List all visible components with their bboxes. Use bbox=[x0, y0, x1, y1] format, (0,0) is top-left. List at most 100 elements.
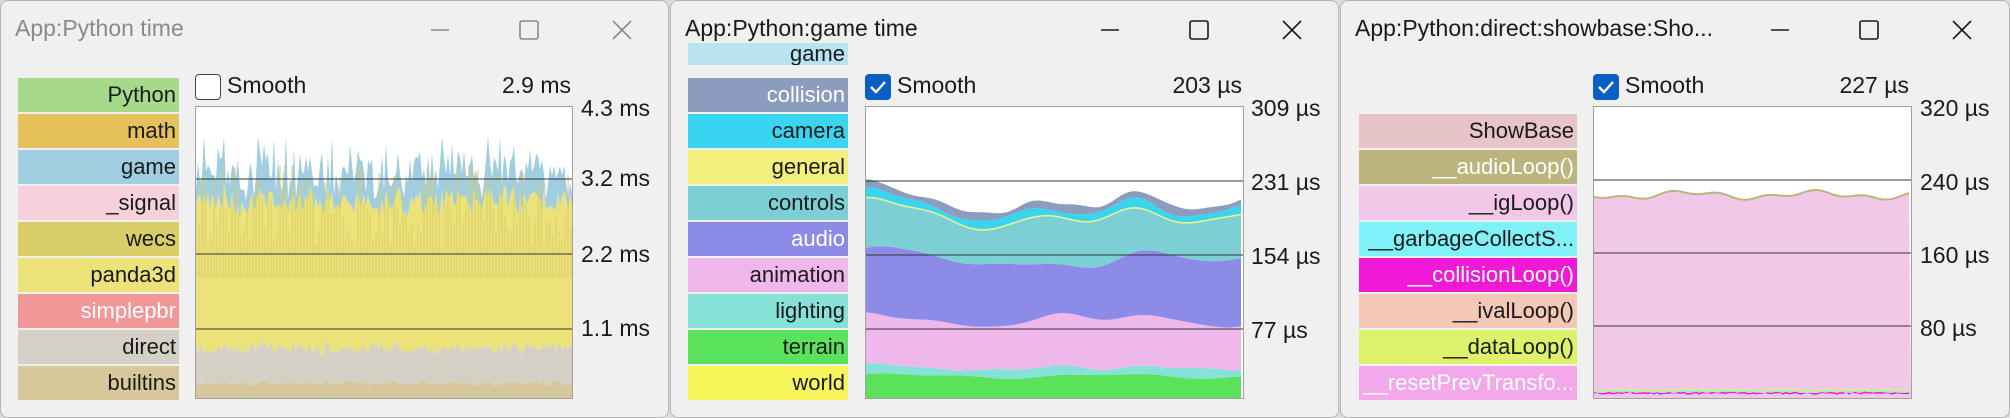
close-button[interactable] bbox=[1942, 11, 1982, 49]
legend-item-collisionloop[interactable]: __collisionLoop() bbox=[1359, 258, 1577, 292]
smooth-checkbox[interactable] bbox=[865, 74, 891, 100]
legend-label: lighting bbox=[775, 298, 845, 323]
timeline-graph[interactable] bbox=[195, 106, 573, 399]
legend-item-world[interactable]: world bbox=[688, 366, 848, 400]
stacked-graph bbox=[1594, 179, 1911, 398]
legend-item-python[interactable]: Python bbox=[18, 78, 179, 112]
series-audioloop-line bbox=[1594, 189, 1910, 201]
series-lighting-area bbox=[866, 363, 1241, 379]
stacked-graph bbox=[196, 136, 572, 398]
axis-tick-label: 240 µs bbox=[1920, 169, 1990, 195]
maximize-button[interactable] bbox=[509, 11, 549, 49]
timeline-graph[interactable] bbox=[865, 106, 1244, 399]
axis-tick-label: 154 µs bbox=[1251, 243, 1321, 269]
smooth-checkbox[interactable] bbox=[1593, 74, 1619, 100]
series-terrain-area bbox=[866, 373, 1241, 398]
legend-label: builtins bbox=[107, 370, 176, 395]
legend-item-game[interactable]: game bbox=[688, 43, 848, 65]
series-direct-area bbox=[196, 341, 572, 386]
legend-item-ivalloop[interactable]: __ivalLoop() bbox=[1359, 294, 1577, 328]
legend-label: __audioLoop() bbox=[1432, 154, 1574, 179]
legend-item-panda3d[interactable]: panda3d bbox=[18, 258, 179, 292]
series-builtins-area bbox=[196, 380, 572, 398]
series-camera-area bbox=[866, 187, 1241, 230]
axis-tick-label: 320 µs bbox=[1920, 95, 1990, 121]
legend-item-audio[interactable]: audio bbox=[688, 222, 848, 256]
legend-item-simplepbr[interactable]: simplepbr bbox=[18, 294, 179, 328]
legend-label: animation bbox=[749, 262, 845, 287]
legend-item-lighting[interactable]: lighting bbox=[688, 294, 848, 328]
series-low-line bbox=[1594, 388, 1910, 392]
legend-label: direct bbox=[122, 334, 176, 359]
maximize-button[interactable] bbox=[1179, 11, 1219, 49]
legend-label: __ivalLoop() bbox=[1452, 298, 1574, 323]
legend-item-general[interactable]: general bbox=[688, 150, 848, 184]
window-title: App:Python:direct:showbase:Sho... bbox=[1355, 15, 1713, 41]
minimize-icon bbox=[1771, 29, 1789, 31]
legend-label: math bbox=[127, 118, 176, 143]
legend-label: panda3d bbox=[90, 262, 176, 287]
axis-tick-label: 2.2 ms bbox=[581, 241, 651, 267]
legend-item-resetprevtransform[interactable]: __resetPrevTransfo... bbox=[1359, 366, 1577, 400]
legend-item-direct[interactable]: direct bbox=[18, 330, 179, 364]
legend-item-camera[interactable]: camera bbox=[688, 114, 848, 148]
legend-item-wecs[interactable]: wecs bbox=[18, 222, 179, 256]
legend-item-showbase[interactable]: ShowBase bbox=[1359, 114, 1577, 148]
legend-label: collision bbox=[766, 82, 845, 107]
legend-item-controls[interactable]: controls bbox=[688, 186, 848, 220]
title-bar[interactable]: App:Python:game time bbox=[671, 1, 1338, 59]
current-value: 227 µs bbox=[1839, 72, 1909, 98]
title-bar[interactable]: App:Python:direct:showbase:Sho... bbox=[1341, 1, 2009, 59]
timeline-graph[interactable] bbox=[1593, 106, 1912, 399]
legend-item-igloop[interactable]: __igLoop() bbox=[1359, 186, 1577, 220]
current-value: 203 µs bbox=[1172, 72, 1242, 98]
legend-label: world bbox=[792, 370, 845, 395]
series-igloop-area bbox=[1594, 190, 1911, 398]
checkmark-icon bbox=[1598, 81, 1614, 94]
smooth-label: Smooth bbox=[1625, 72, 1705, 98]
minimize-button[interactable] bbox=[1090, 11, 1130, 49]
maximize-button[interactable] bbox=[1849, 11, 1889, 49]
current-value: 2.9 ms bbox=[501, 72, 571, 98]
close-button[interactable] bbox=[602, 11, 642, 49]
legend-item-animation[interactable]: animation bbox=[688, 258, 848, 292]
checkmark-icon bbox=[870, 81, 886, 94]
window-title: App:Python time bbox=[15, 15, 184, 41]
legend-label: game bbox=[789, 43, 845, 65]
axis-tick-label: 231 µs bbox=[1251, 169, 1321, 195]
legend-label: controls bbox=[767, 190, 845, 215]
legend-item-signal[interactable]: _signal bbox=[18, 186, 179, 220]
legend-item-game[interactable]: game bbox=[18, 150, 179, 184]
legend-item-dataloop[interactable]: __dataLoop() bbox=[1359, 330, 1577, 364]
legend-item-audioloop[interactable]: __audioLoop() bbox=[1359, 150, 1577, 184]
legend-item-builtins[interactable]: builtins bbox=[18, 366, 179, 400]
legend-item-collision[interactable]: collision bbox=[688, 78, 848, 112]
legend-item-math[interactable]: math bbox=[18, 114, 179, 148]
smooth-toggle-row: Smooth 203 µs bbox=[865, 70, 1242, 104]
smooth-label: Smooth bbox=[897, 72, 977, 98]
legend-label: _signal bbox=[106, 190, 176, 215]
legend-label: ShowBase bbox=[1468, 118, 1574, 143]
legend-label: simplepbr bbox=[80, 298, 176, 323]
series-low-line bbox=[1594, 391, 1910, 395]
series-audio-area bbox=[866, 246, 1241, 328]
title-bar[interactable]: App:Python time bbox=[1, 1, 668, 59]
legend-label: __dataLoop() bbox=[1443, 334, 1574, 359]
legend-label: general bbox=[771, 154, 845, 179]
minimize-button[interactable] bbox=[1760, 11, 1800, 49]
minimize-button[interactable] bbox=[420, 11, 460, 49]
legend-label: game bbox=[120, 154, 176, 179]
minimize-icon bbox=[1101, 29, 1119, 31]
axis-tick-label: 160 µs bbox=[1920, 242, 1990, 268]
close-icon bbox=[612, 20, 632, 40]
legend-label: terrain bbox=[782, 334, 845, 359]
legend-item-terrain[interactable]: terrain bbox=[688, 330, 848, 364]
stacked-graph bbox=[866, 179, 1243, 398]
close-button[interactable] bbox=[1272, 11, 1312, 49]
legend-item-garbagecollect[interactable]: __garbageCollectS... bbox=[1359, 222, 1577, 256]
minimize-icon bbox=[431, 29, 449, 31]
smooth-checkbox[interactable] bbox=[195, 74, 221, 100]
series-animation-area bbox=[866, 312, 1241, 371]
close-icon bbox=[1282, 20, 1302, 40]
legend-label: camera bbox=[771, 118, 845, 143]
